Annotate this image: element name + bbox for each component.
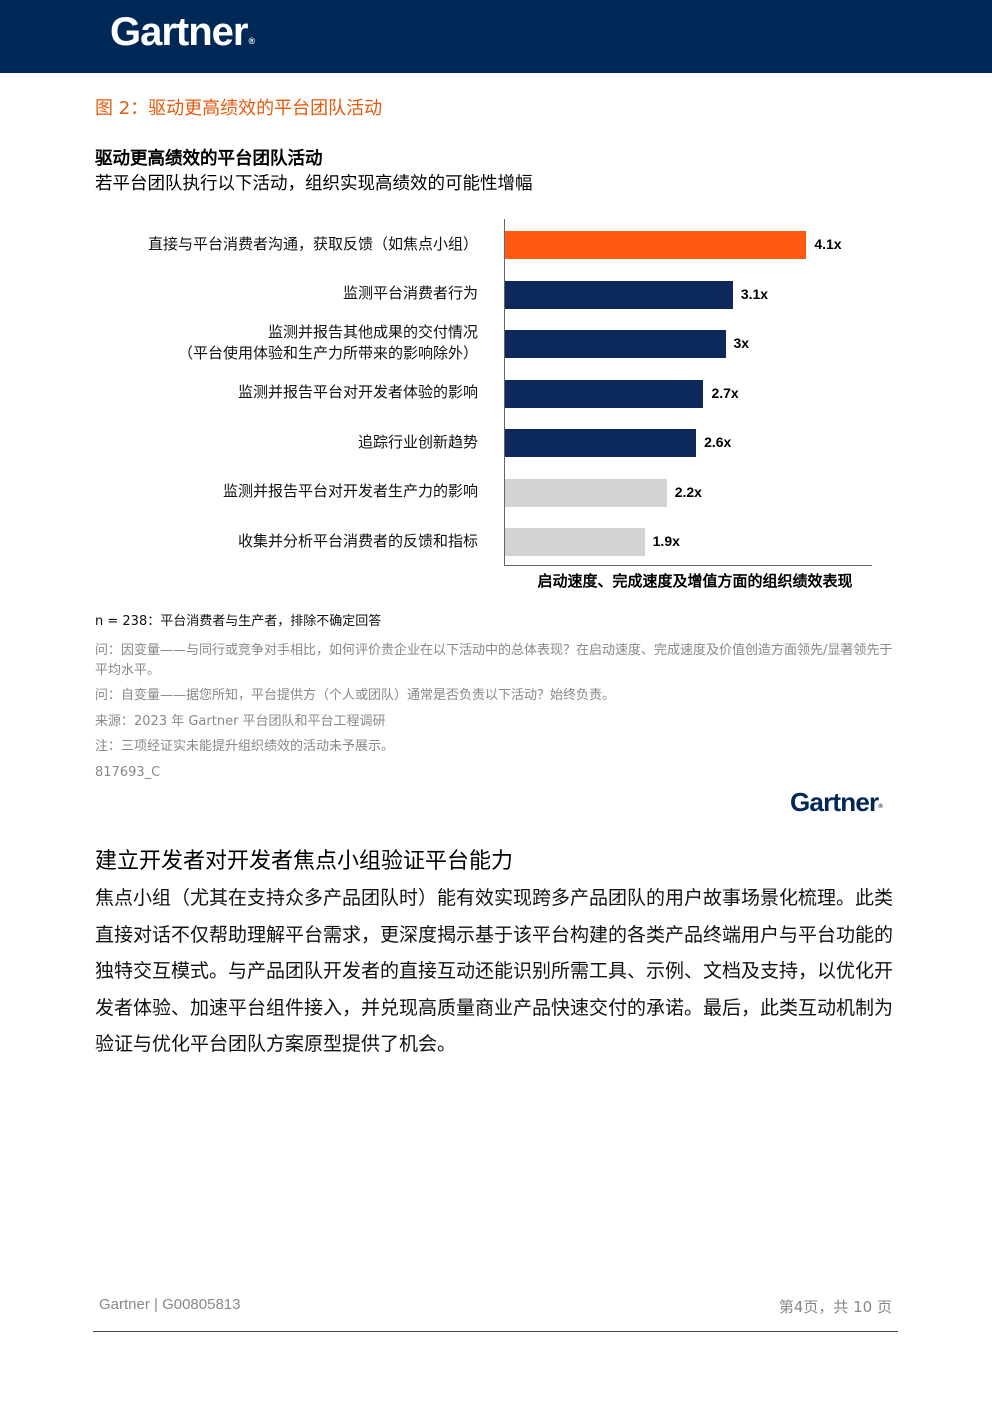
gartner-small-logo: Gartner® xyxy=(790,787,883,817)
footer-doc-ref: Gartner | G00805813 xyxy=(99,1296,241,1313)
bar xyxy=(505,280,733,309)
footnote: 注：三项经证实未能提升组织绩效的活动未予展示。 xyxy=(95,739,395,754)
category-label: 监测并报告平台对开发者生产力的影响 xyxy=(223,481,478,502)
question-dependent-note: 问：因变量——与同行或竞争对手相比，如何评价贵企业在以下活动中的总体表现？在启动… xyxy=(95,643,893,678)
source-note: 来源：2023 年 Gartner 平台团队和平台工程调研 xyxy=(95,714,386,729)
category-label: 监测并报告其他成果的交付情况 （平台使用体验和生产力所带来的影响除外） xyxy=(178,322,478,364)
bar-value-label: 3x xyxy=(733,335,750,351)
bar-value-label: 1.9x xyxy=(652,533,680,549)
category-label-line: 追踪行业创新趋势 xyxy=(357,432,478,451)
bar xyxy=(505,231,807,259)
bar xyxy=(505,478,667,507)
chart-title: 驱动更高绩效的平台团队活动 xyxy=(95,149,323,169)
bar-value-label: 4.1x xyxy=(814,236,842,252)
x-axis-line xyxy=(504,565,872,566)
figure-id: 817693_C xyxy=(95,765,161,780)
category-label-line: 监测平台消费者行为 xyxy=(342,284,478,302)
section-body: 焦点小组（尤其在支持众多产品团队时）能有效实现跨多产品团队的用户故事场景化梳理。… xyxy=(95,887,894,1055)
category-label: 监测并报告平台对开发者体验的影响 xyxy=(238,382,478,403)
category-label: 监测平台消费者行为 xyxy=(343,283,478,304)
sample-note: n = 238：平台消费者与生产者，排除不确定回答 xyxy=(95,614,382,629)
x-axis-title: 启动速度、完成速度及增值方面的组织绩效表现 xyxy=(537,572,853,590)
bar-value-label: 2.7x xyxy=(711,384,739,401)
category-label-line: （平台使用体验和生产力所带来的影响除外） xyxy=(177,344,478,362)
category-label-line: 监测并报告其他成果的交付情况 xyxy=(267,323,478,341)
bar-value-label: 3.1x xyxy=(740,285,769,302)
category-label-line: 直接与平台消费者沟通，获取反馈（如焦点小组） xyxy=(147,234,478,253)
category-label-line: 收集并分析平台消费者的反馈和指标 xyxy=(237,531,478,550)
bar xyxy=(505,528,645,556)
footer-divider xyxy=(93,1331,898,1332)
category-label: 追踪行业创新趋势 xyxy=(358,432,478,453)
category-label-line: 监测并报告平台对开发者体验的影响 xyxy=(237,383,478,401)
chart-subtitle: 若平台团队执行以下活动，组织实现高绩效的可能性增幅 xyxy=(95,174,533,194)
category-label: 直接与平台消费者沟通，获取反馈（如焦点小组） xyxy=(148,234,478,255)
y-axis-line xyxy=(504,219,505,565)
bar-value-label: 2.2x xyxy=(674,483,702,500)
bar xyxy=(505,330,726,358)
bar xyxy=(505,429,697,457)
category-label-line: 监测并报告平台对开发者生产力的影响 xyxy=(222,482,478,500)
header-bar: Gartner® xyxy=(0,0,992,73)
section-heading: 建立开发者对开发者焦点小组验证平台能力 xyxy=(95,849,514,874)
footer-page-number: 第4页，共 10 页 xyxy=(778,1298,892,1316)
gartner-logo: Gartner® xyxy=(110,10,256,54)
bar xyxy=(505,379,704,408)
figure-caption: 图 2：驱动更高绩效的平台团队活动 xyxy=(95,98,383,119)
category-label: 收集并分析平台消费者的反馈和指标 xyxy=(238,531,478,552)
bar-value-label: 2.6x xyxy=(704,434,732,450)
question-independent-note: 问：自变量——据您所知，平台提供方（个人或团队）通常是否负责以下活动？始终负责。 xyxy=(95,688,616,703)
